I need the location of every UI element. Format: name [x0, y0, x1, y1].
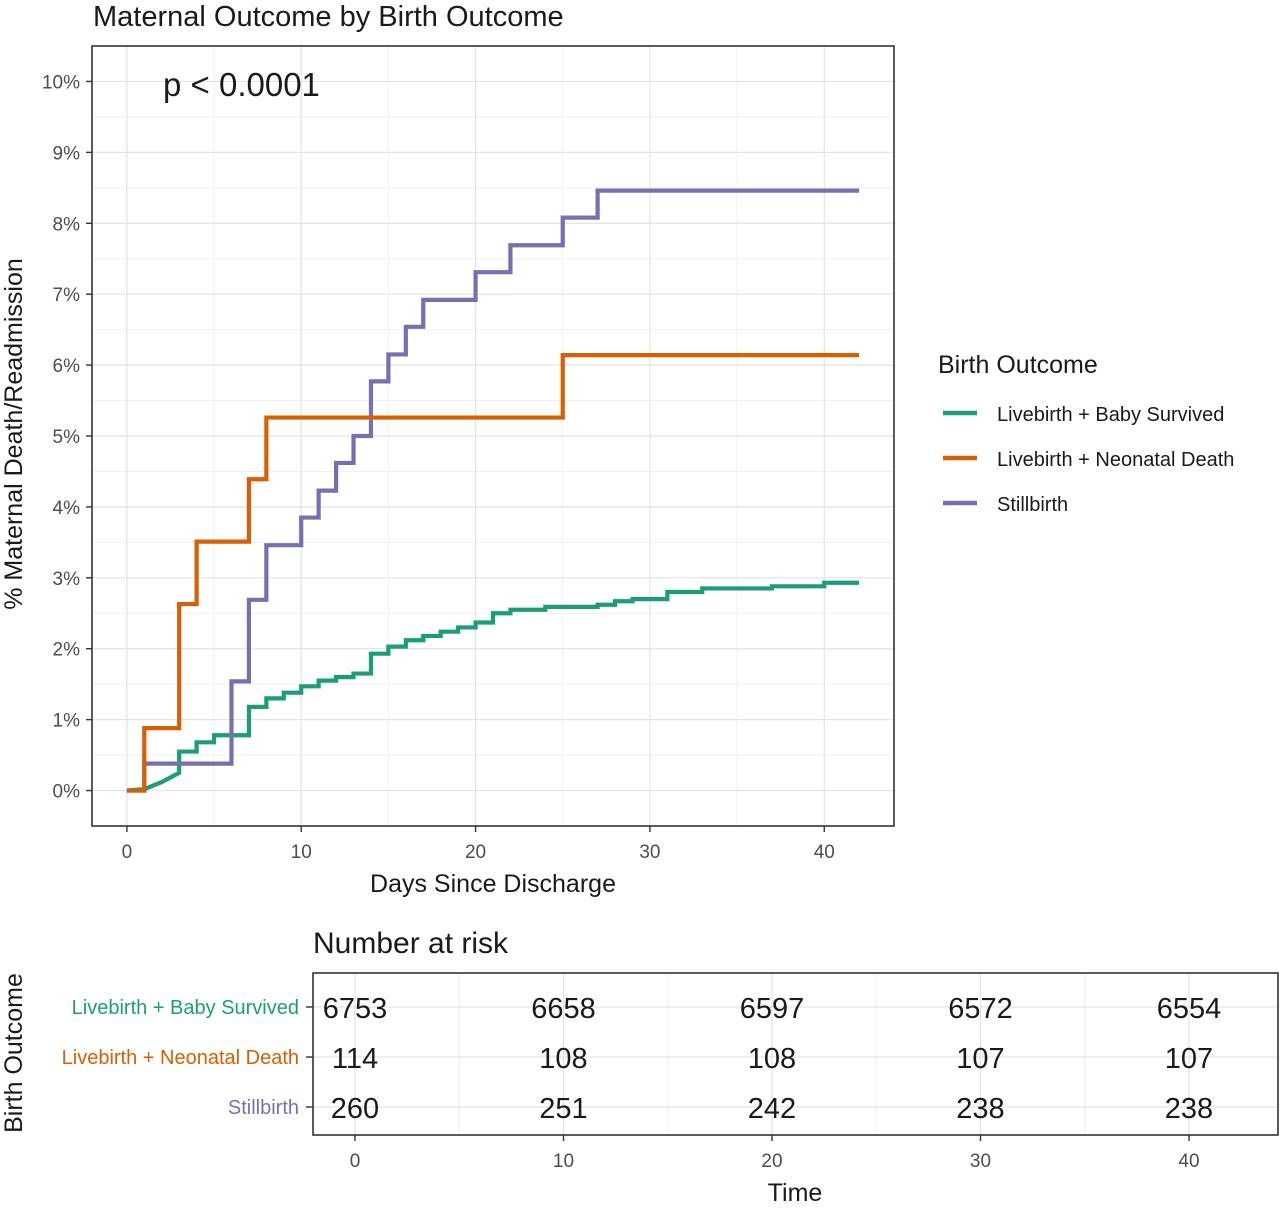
risk-row-label: Livebirth + Neonatal Death [62, 1047, 299, 1069]
x-tick-label: 30 [639, 842, 660, 863]
series-line-livebirth-neonatal-death [126, 353, 860, 793]
y-tick-label: 2% [53, 640, 81, 661]
series-line-livebirth-baby-survived [126, 580, 860, 793]
risk-table-cell: 107 [956, 1043, 1004, 1075]
risk-table-cell: 6658 [531, 993, 596, 1025]
risk-table-cell: 6554 [1157, 993, 1222, 1025]
x-axis-title: Days Since Discharge [370, 870, 616, 898]
y-tick-label: 5% [53, 427, 81, 448]
risk-table-border [312, 972, 1279, 1136]
y-tick-label: 9% [53, 143, 81, 164]
risk-table-cell: 238 [1165, 1093, 1213, 1125]
risk-table-cell: 242 [748, 1093, 796, 1125]
y-axis-title: % Maternal Death/Readmission [0, 258, 28, 610]
x-tick-label: 0 [122, 842, 133, 863]
x-tick-label: 40 [814, 842, 835, 863]
main-grid [92, 45, 894, 827]
risk-table-title: Number at risk [313, 927, 509, 960]
legend-label: Stillbirth [997, 494, 1068, 516]
legend-title: Birth Outcome [938, 351, 1098, 379]
survival-curves [126, 188, 860, 793]
risk-x-tick-label: 10 [553, 1151, 574, 1172]
x-tick-label: 20 [465, 842, 486, 863]
y-tick-label: 7% [53, 285, 81, 306]
risk-table-x-title: Time [768, 1179, 823, 1207]
risk-table-cell: 114 [332, 1043, 378, 1075]
x-axis-ticks: 0 10 20 30 40 [122, 826, 835, 863]
y-tick-label: 8% [53, 214, 81, 235]
risk-table-cell: 108 [748, 1043, 796, 1075]
y-tick-label: 10% [42, 72, 80, 93]
risk-table-row-labels: Livebirth + Baby Survived Livebirth + Neo… [62, 997, 313, 1119]
y-tick-label: 4% [53, 498, 81, 519]
risk-table: Number at risk 6753 6658 6597 6572 6554 114 10… [0, 927, 1279, 1207]
risk-x-tick-label: 0 [350, 1151, 361, 1172]
risk-table-grid [313, 973, 1278, 1135]
risk-x-tick-label: 20 [761, 1151, 782, 1172]
y-tick-label: 0% [53, 782, 81, 803]
legend-items: Livebirth + Baby Survived Livebirth + Neo… [943, 404, 1234, 516]
risk-table-cell: 6572 [948, 993, 1013, 1025]
risk-table-cell: 251 [539, 1093, 587, 1125]
main-plot: Maternal Outcome by Birth Outcome 0% 1% 2%… [0, 1, 895, 898]
risk-x-tick-label: 30 [970, 1151, 991, 1172]
y-axis-ticks: 0% 1% 2% 3% 4% 5% 6% 7% 8% 9% 10% [42, 72, 92, 803]
risk-table-cell: 6753 [323, 993, 388, 1025]
x-tick-label: 10 [291, 842, 312, 863]
risk-table-x-ticks: 0 10 20 30 40 [350, 1135, 1200, 1172]
risk-table-cell: 107 [1165, 1043, 1213, 1075]
y-tick-label: 1% [53, 711, 81, 732]
legend-label: Livebirth + Neonatal Death [997, 449, 1234, 471]
chart-title: Maternal Outcome by Birth Outcome [93, 1, 564, 33]
legend: Birth Outcome Livebirth + Baby SurvivedL… [938, 351, 1234, 516]
risk-table-cell: 6597 [740, 993, 805, 1025]
p-value-annotation: p < 0.0001 [163, 66, 320, 103]
risk-row-label: Livebirth + Baby Survived [72, 997, 299, 1019]
series-line-stillbirth [126, 188, 860, 793]
y-tick-label: 3% [53, 569, 81, 590]
risk-row-label: Stillbirth [228, 1097, 299, 1119]
risk-table-cell: 260 [331, 1093, 379, 1125]
risk-table-cell: 238 [956, 1093, 1004, 1125]
y-tick-label: 6% [53, 356, 81, 377]
risk-table-cell: 108 [539, 1043, 587, 1075]
risk-table-y-title: Birth Outcome [0, 973, 28, 1133]
risk-x-tick-label: 40 [1178, 1151, 1199, 1172]
legend-label: Livebirth + Baby Survived [997, 404, 1224, 426]
risk-table-cells: 6753 6658 6597 6572 6554 114 108 108 107 107 260 25… [323, 993, 1222, 1125]
